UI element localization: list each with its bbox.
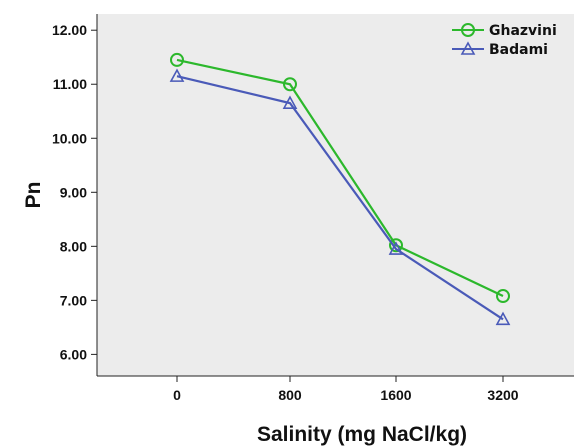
data-point-badami	[169, 68, 185, 82]
legend-marker-badami	[460, 41, 476, 55]
x-tick-label: 1600	[380, 387, 411, 403]
y-tick-label: 6.00	[60, 346, 87, 362]
series-layer	[169, 52, 511, 326]
y-tick-label: 9.00	[60, 184, 87, 200]
data-point-ghazvini	[389, 238, 403, 253]
x-tick-label: 3200	[487, 387, 518, 403]
y-tick-label: 8.00	[60, 238, 87, 254]
x-tick-label: 800	[278, 387, 302, 403]
data-point-ghazvini	[496, 289, 510, 304]
data-point-badami	[388, 241, 404, 255]
y-tick-label: 11.00	[53, 76, 87, 92]
series-line-ghazvini	[176, 58, 504, 298]
y-axis-ticks: 6.00 7.00 8.00 9.00 10.00 11.00 12.00	[52, 22, 97, 362]
y-tick-label: 12.00	[52, 22, 87, 38]
legend-label-badami: Badami	[489, 42, 548, 58]
data-point-ghazvini	[283, 77, 297, 92]
legend-marker-ghazvini	[461, 23, 475, 37]
y-axis-title: Pn	[22, 182, 45, 209]
plot-area	[97, 14, 574, 376]
y-tick-label: 10.00	[52, 130, 87, 146]
y-tick-label: 7.00	[60, 292, 87, 308]
data-point-badami	[495, 311, 511, 326]
legend-label-ghazvini: Ghazvini	[489, 23, 557, 39]
x-tick-label: 0	[173, 387, 181, 403]
legend: Ghazvini Badami	[452, 23, 557, 58]
x-axis-title: Salinity (mg NaCl/kg)	[257, 423, 467, 446]
series-line-badami	[176, 75, 504, 321]
x-axis-ticks: 0 800 1600 3200	[173, 376, 519, 403]
data-point-badami	[282, 95, 298, 109]
data-point-ghazvini	[170, 52, 184, 67]
